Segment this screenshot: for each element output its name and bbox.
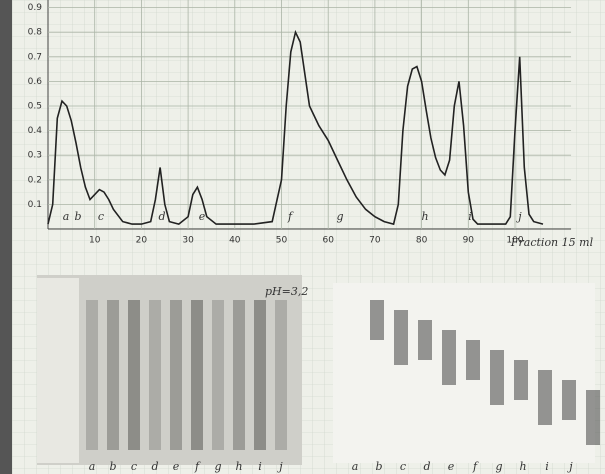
fraction-label: g: [336, 210, 343, 223]
y-tick-label: 0.1: [28, 200, 42, 210]
y-tick-label: 0.9: [28, 3, 43, 13]
lane-label: i: [258, 460, 262, 473]
x-tick-label: 100: [506, 236, 523, 246]
gel-lane: [128, 300, 140, 450]
gel-lane: [442, 330, 456, 385]
lane-label: g: [214, 460, 221, 473]
lane-label: e: [173, 460, 180, 473]
gel-lane: [107, 300, 119, 450]
elution-curve: [47, 29, 544, 226]
x-tick-label: 40: [229, 236, 241, 246]
x-tick-label: 30: [182, 236, 194, 246]
gel-lane: [149, 300, 161, 450]
x-tick-label: 50: [276, 236, 288, 246]
y-tick-label: 0.3: [28, 151, 42, 161]
fraction-label: c: [98, 210, 104, 223]
lane-label: d: [151, 460, 158, 473]
gel-lane: [538, 370, 552, 425]
lane-label: e: [448, 460, 455, 473]
y-tick-label: 0.4: [28, 126, 43, 136]
gel-lane: [370, 300, 384, 340]
gel-lane: [86, 300, 98, 450]
lane-label: h: [519, 460, 526, 473]
lane-label: a: [89, 460, 96, 473]
gel-lane: [275, 300, 287, 450]
gel-lane: [586, 390, 600, 445]
gel-lane: [212, 300, 224, 450]
gel-lane: [562, 380, 576, 420]
x-tick-label: 20: [136, 236, 148, 246]
gel-lane: [254, 300, 266, 450]
y-tick-label: 0.2: [28, 175, 42, 185]
lane-label: d: [423, 460, 430, 473]
x-axis-label: Fraction 15 ml: [510, 236, 594, 249]
gel-lane: [170, 300, 182, 450]
lane-label: b: [109, 460, 116, 473]
y-tick-label: 0.5: [28, 102, 42, 112]
lane-label: b: [375, 460, 382, 473]
x-tick-label: 70: [369, 236, 381, 246]
gel-bands: [86, 300, 600, 450]
lane-label: f: [472, 460, 479, 473]
y-tick-label: 0.6: [28, 77, 43, 87]
lane-label: g: [495, 460, 502, 473]
lane-label: f: [194, 460, 201, 473]
lane-label: c: [400, 460, 406, 473]
gel-marker-strip: [37, 278, 79, 463]
fraction-label: d: [158, 210, 165, 223]
gel-lane: [233, 300, 245, 450]
gel-lane: [490, 350, 504, 405]
gel-lane: [514, 360, 528, 400]
fraction-label: a: [63, 210, 70, 223]
fraction-label: e: [199, 210, 206, 223]
fraction-label: f: [287, 210, 294, 223]
x-tick-label: 90: [463, 236, 475, 246]
lane-label: j: [566, 460, 573, 473]
lane-label: j: [276, 460, 283, 473]
binding-edge: [0, 0, 12, 474]
lane-label: c: [131, 460, 137, 473]
fraction-label: i: [468, 210, 472, 223]
gel-lane: [418, 320, 432, 360]
lane-label: h: [235, 460, 242, 473]
y-tick-label: 0.7: [28, 52, 42, 62]
gel-lane: [191, 300, 203, 450]
gel-lane: [466, 340, 480, 380]
y-tick-label: 0.8: [28, 28, 43, 38]
lane-label: i: [545, 460, 549, 473]
x-tick-label: 80: [416, 236, 428, 246]
gel-lane: [394, 310, 408, 365]
fraction-label: j: [515, 210, 522, 223]
lane-label: a: [352, 460, 359, 473]
x-tick-label: 10: [89, 236, 101, 246]
x-tick-label: 60: [322, 236, 334, 246]
fraction-label: b: [74, 210, 81, 223]
fraction-label: h: [421, 210, 428, 223]
gel-title: pH=3,2: [265, 285, 308, 298]
